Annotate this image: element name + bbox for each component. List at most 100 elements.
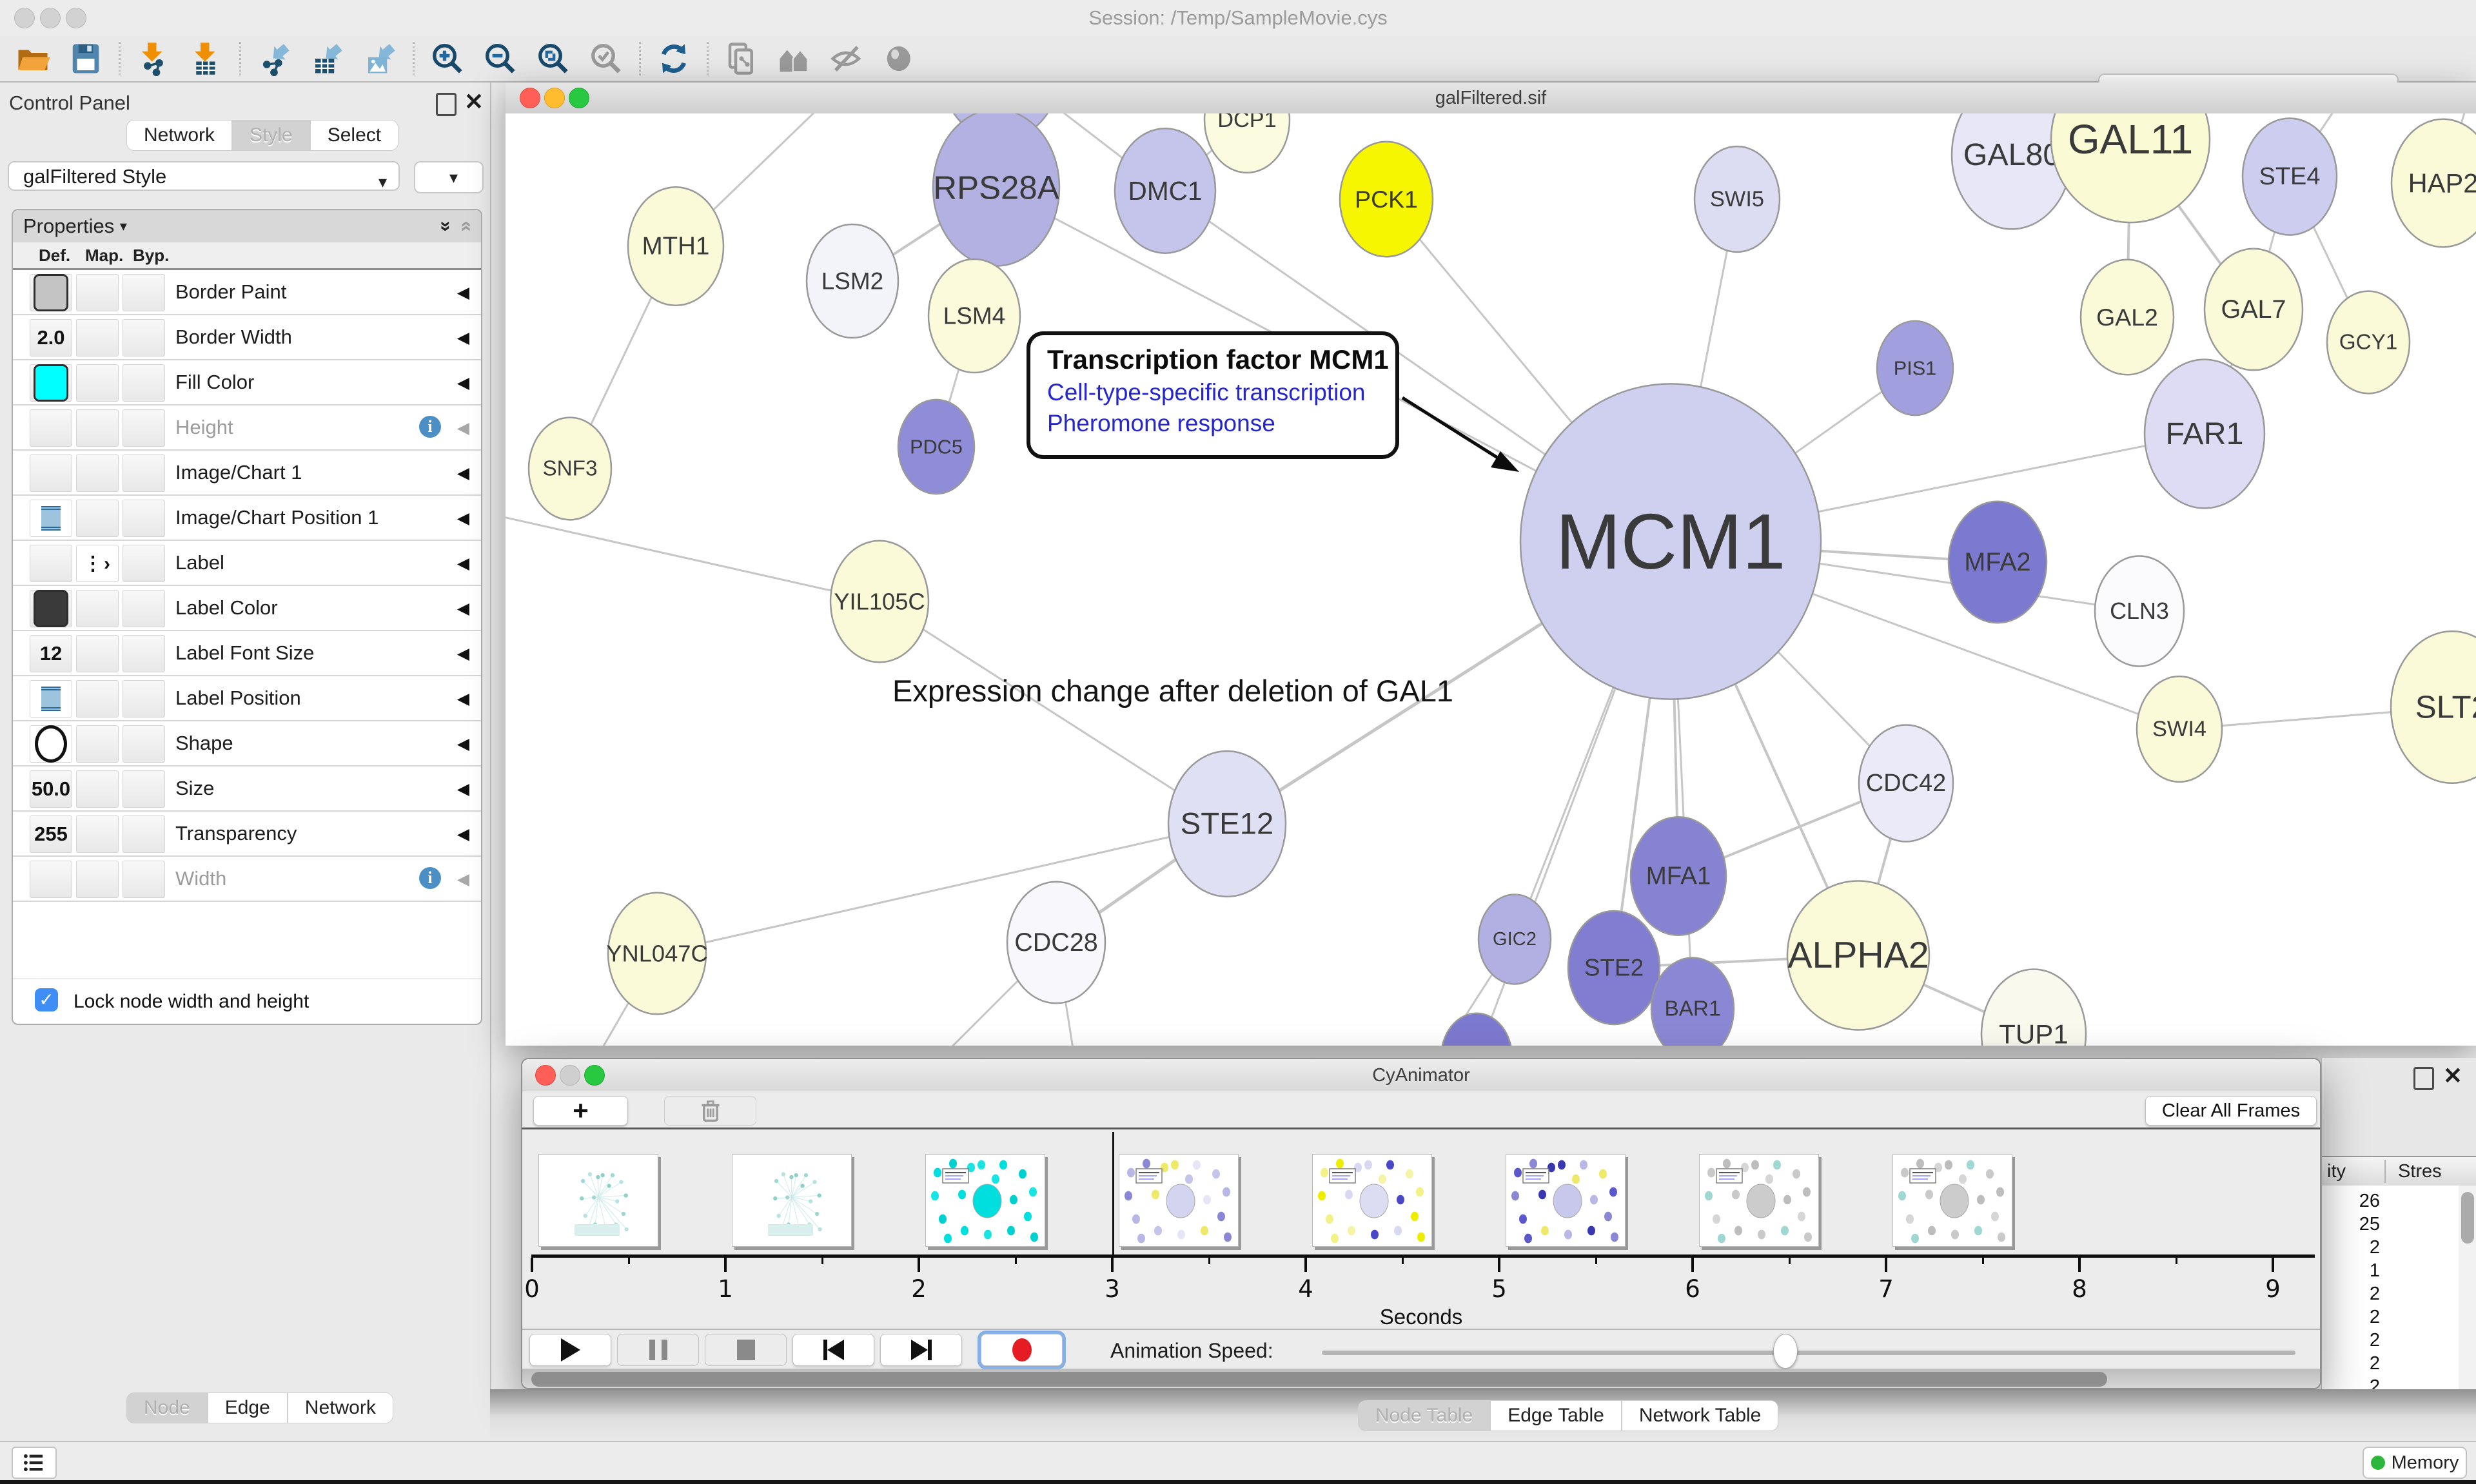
property-row-shape[interactable]: Shape ◀: [13, 721, 481, 766]
refresh-network-icon[interactable]: [655, 40, 693, 77]
table-cell[interactable]: 2: [2369, 1237, 2380, 1258]
table-cell[interactable]: 26: [2359, 1191, 2380, 1211]
timeline-playhead[interactable]: [1112, 1132, 1114, 1255]
property-row-size[interactable]: 50.0 Size ◀: [13, 766, 481, 812]
property-row-fill-color[interactable]: Fill Color ◀: [13, 360, 481, 405]
minimize-window-icon[interactable]: [544, 88, 565, 108]
frame-thumbnail-4[interactable]: [1312, 1154, 1432, 1247]
mapping-cell[interactable]: [76, 815, 119, 853]
export-network-icon[interactable]: [255, 40, 293, 77]
column-divider[interactable]: [2384, 1160, 2386, 1183]
graph-edge[interactable]: [506, 513, 880, 603]
home-icon[interactable]: [776, 40, 813, 77]
mapping-cell[interactable]: [76, 454, 119, 492]
table-column-headers[interactable]: ity Stres: [2322, 1156, 2476, 1187]
graph-node-cdc28[interactable]: [1006, 881, 1106, 1004]
mapping-cell[interactable]: [76, 680, 119, 718]
graph-node-gal7[interactable]: [2203, 248, 2304, 371]
network-canvas[interactable]: DCP1 DMC1 RPS28A PCK1 SWI5 GAL80 GAL11 STE4 HAP2…: [506, 113, 2476, 1046]
duplicate-network-icon[interactable]: [723, 40, 760, 77]
annotation-link[interactable]: Pheromone response: [1047, 410, 1275, 436]
import-network-icon[interactable]: [135, 40, 172, 77]
collapse-arrow-icon[interactable]: ◀: [457, 509, 469, 527]
timeline-hscrollbar[interactable]: [522, 1369, 2320, 1388]
graph-node-cdc42[interactable]: [1858, 724, 1954, 843]
bypass-cell[interactable]: [123, 500, 165, 537]
bypass-cell[interactable]: [123, 815, 165, 853]
mapping-cell[interactable]: [76, 861, 119, 898]
graph-node-bar1[interactable]: [1650, 957, 1735, 1046]
scrollbar-thumb[interactable]: [531, 1372, 2107, 1387]
mapping-cell[interactable]: [76, 635, 119, 672]
style-selector[interactable]: galFiltered Style ▾: [8, 161, 400, 191]
frame-thumbnail-3[interactable]: [1119, 1154, 1239, 1247]
graph-node-dcp1[interactable]: [1203, 113, 1291, 174]
mapping-cell[interactable]: [76, 590, 119, 627]
default-value-cell[interactable]: [30, 454, 72, 492]
mapping-cell[interactable]: [76, 500, 119, 537]
collapse-arrow-icon[interactable]: ◀: [457, 690, 469, 708]
open-file-icon[interactable]: [14, 40, 52, 77]
property-row-image-chart-position-1[interactable]: Image/Chart Position 1 ◀: [13, 496, 481, 541]
float-panel-icon[interactable]: [436, 93, 457, 116]
bypass-cell[interactable]: [123, 545, 165, 582]
lock-size-checkbox[interactable]: ✓: [35, 988, 58, 1011]
default-value-cell[interactable]: [30, 500, 72, 537]
show-panels-button[interactable]: [12, 1447, 57, 1479]
scrollbar-thumb[interactable]: [2461, 1192, 2474, 1244]
collapse-arrow-icon[interactable]: ◀: [457, 374, 469, 392]
close-window-icon[interactable]: [535, 1065, 556, 1086]
graph-node-pck1[interactable]: [1339, 141, 1434, 258]
frame-thumbnail-2[interactable]: [925, 1154, 1045, 1247]
slider-thumb[interactable]: [1773, 1334, 1798, 1369]
zoom-window-icon[interactable]: [584, 1065, 605, 1086]
tab-network-table[interactable]: Network Table: [1621, 1400, 1779, 1431]
table-cell[interactable]: 1: [2369, 1260, 2380, 1281]
collapse-all-icon[interactable]: »: [454, 220, 476, 232]
graph-node-gic2[interactable]: [1477, 893, 1552, 985]
collapse-arrow-icon[interactable]: ◀: [457, 735, 469, 753]
bypass-cell[interactable]: [123, 635, 165, 672]
hide-panel-icon[interactable]: [829, 40, 866, 77]
frame-thumbnail-1[interactable]: [732, 1154, 852, 1247]
bypass-cell[interactable]: [123, 454, 165, 492]
property-row-label[interactable]: ⋮› Label ◀: [13, 541, 481, 586]
graph-node-mfa1[interactable]: [1629, 815, 1727, 937]
tab-node[interactable]: Node: [126, 1392, 208, 1423]
bypass-cell[interactable]: [123, 364, 165, 402]
cyanimator-timeline[interactable]: 0 1 2 3 4 5 6 7 8 9 Seconds: [522, 1129, 2320, 1329]
property-row-label-position[interactable]: Label Position ◀: [13, 676, 481, 721]
tab-network[interactable]: Network: [126, 120, 233, 151]
stop-button[interactable]: [705, 1334, 787, 1366]
default-value-cell[interactable]: 12: [30, 635, 72, 672]
property-row-image-chart-1[interactable]: Image/Chart 1 ◀: [13, 451, 481, 496]
collapse-arrow-icon[interactable]: ◀: [457, 329, 469, 347]
graph-node-slt2[interactable]: [2390, 630, 2476, 785]
default-value-cell[interactable]: [30, 680, 72, 718]
collapse-arrow-icon[interactable]: ◀: [457, 600, 469, 618]
save-session-icon[interactable]: [67, 40, 104, 77]
style-options-button[interactable]: ▾: [414, 161, 484, 193]
default-value-cell[interactable]: [30, 409, 72, 447]
info-icon[interactable]: i: [419, 416, 441, 438]
default-value-cell[interactable]: [30, 274, 72, 311]
default-value-cell[interactable]: 2.0: [30, 319, 72, 356]
collapse-arrow-icon[interactable]: ◀: [457, 419, 469, 437]
play-button[interactable]: [529, 1334, 611, 1366]
close-window-icon[interactable]: [520, 88, 540, 108]
properties-header[interactable]: Properties ▾ » »: [13, 210, 481, 242]
previous-frame-button[interactable]: [792, 1334, 874, 1366]
table-vscrollbar[interactable]: [2459, 1186, 2476, 1405]
bypass-cell[interactable]: [123, 409, 165, 447]
export-image-icon[interactable]: [361, 40, 398, 77]
tab-network[interactable]: Network: [287, 1392, 393, 1423]
window-zoom-icon[interactable]: [66, 8, 86, 28]
tab-edge-table[interactable]: Edge Table: [1490, 1400, 1622, 1431]
info-icon[interactable]: i: [419, 867, 441, 889]
graph-node-lsm4[interactable]: [927, 258, 1021, 374]
default-value-cell[interactable]: [30, 861, 72, 898]
graph-node-pdc5[interactable]: [897, 398, 976, 495]
tab-node-table[interactable]: Node Table: [1358, 1400, 1491, 1431]
table-cell[interactable]: 2: [2369, 1353, 2380, 1374]
mapping-cell[interactable]: [76, 319, 119, 356]
